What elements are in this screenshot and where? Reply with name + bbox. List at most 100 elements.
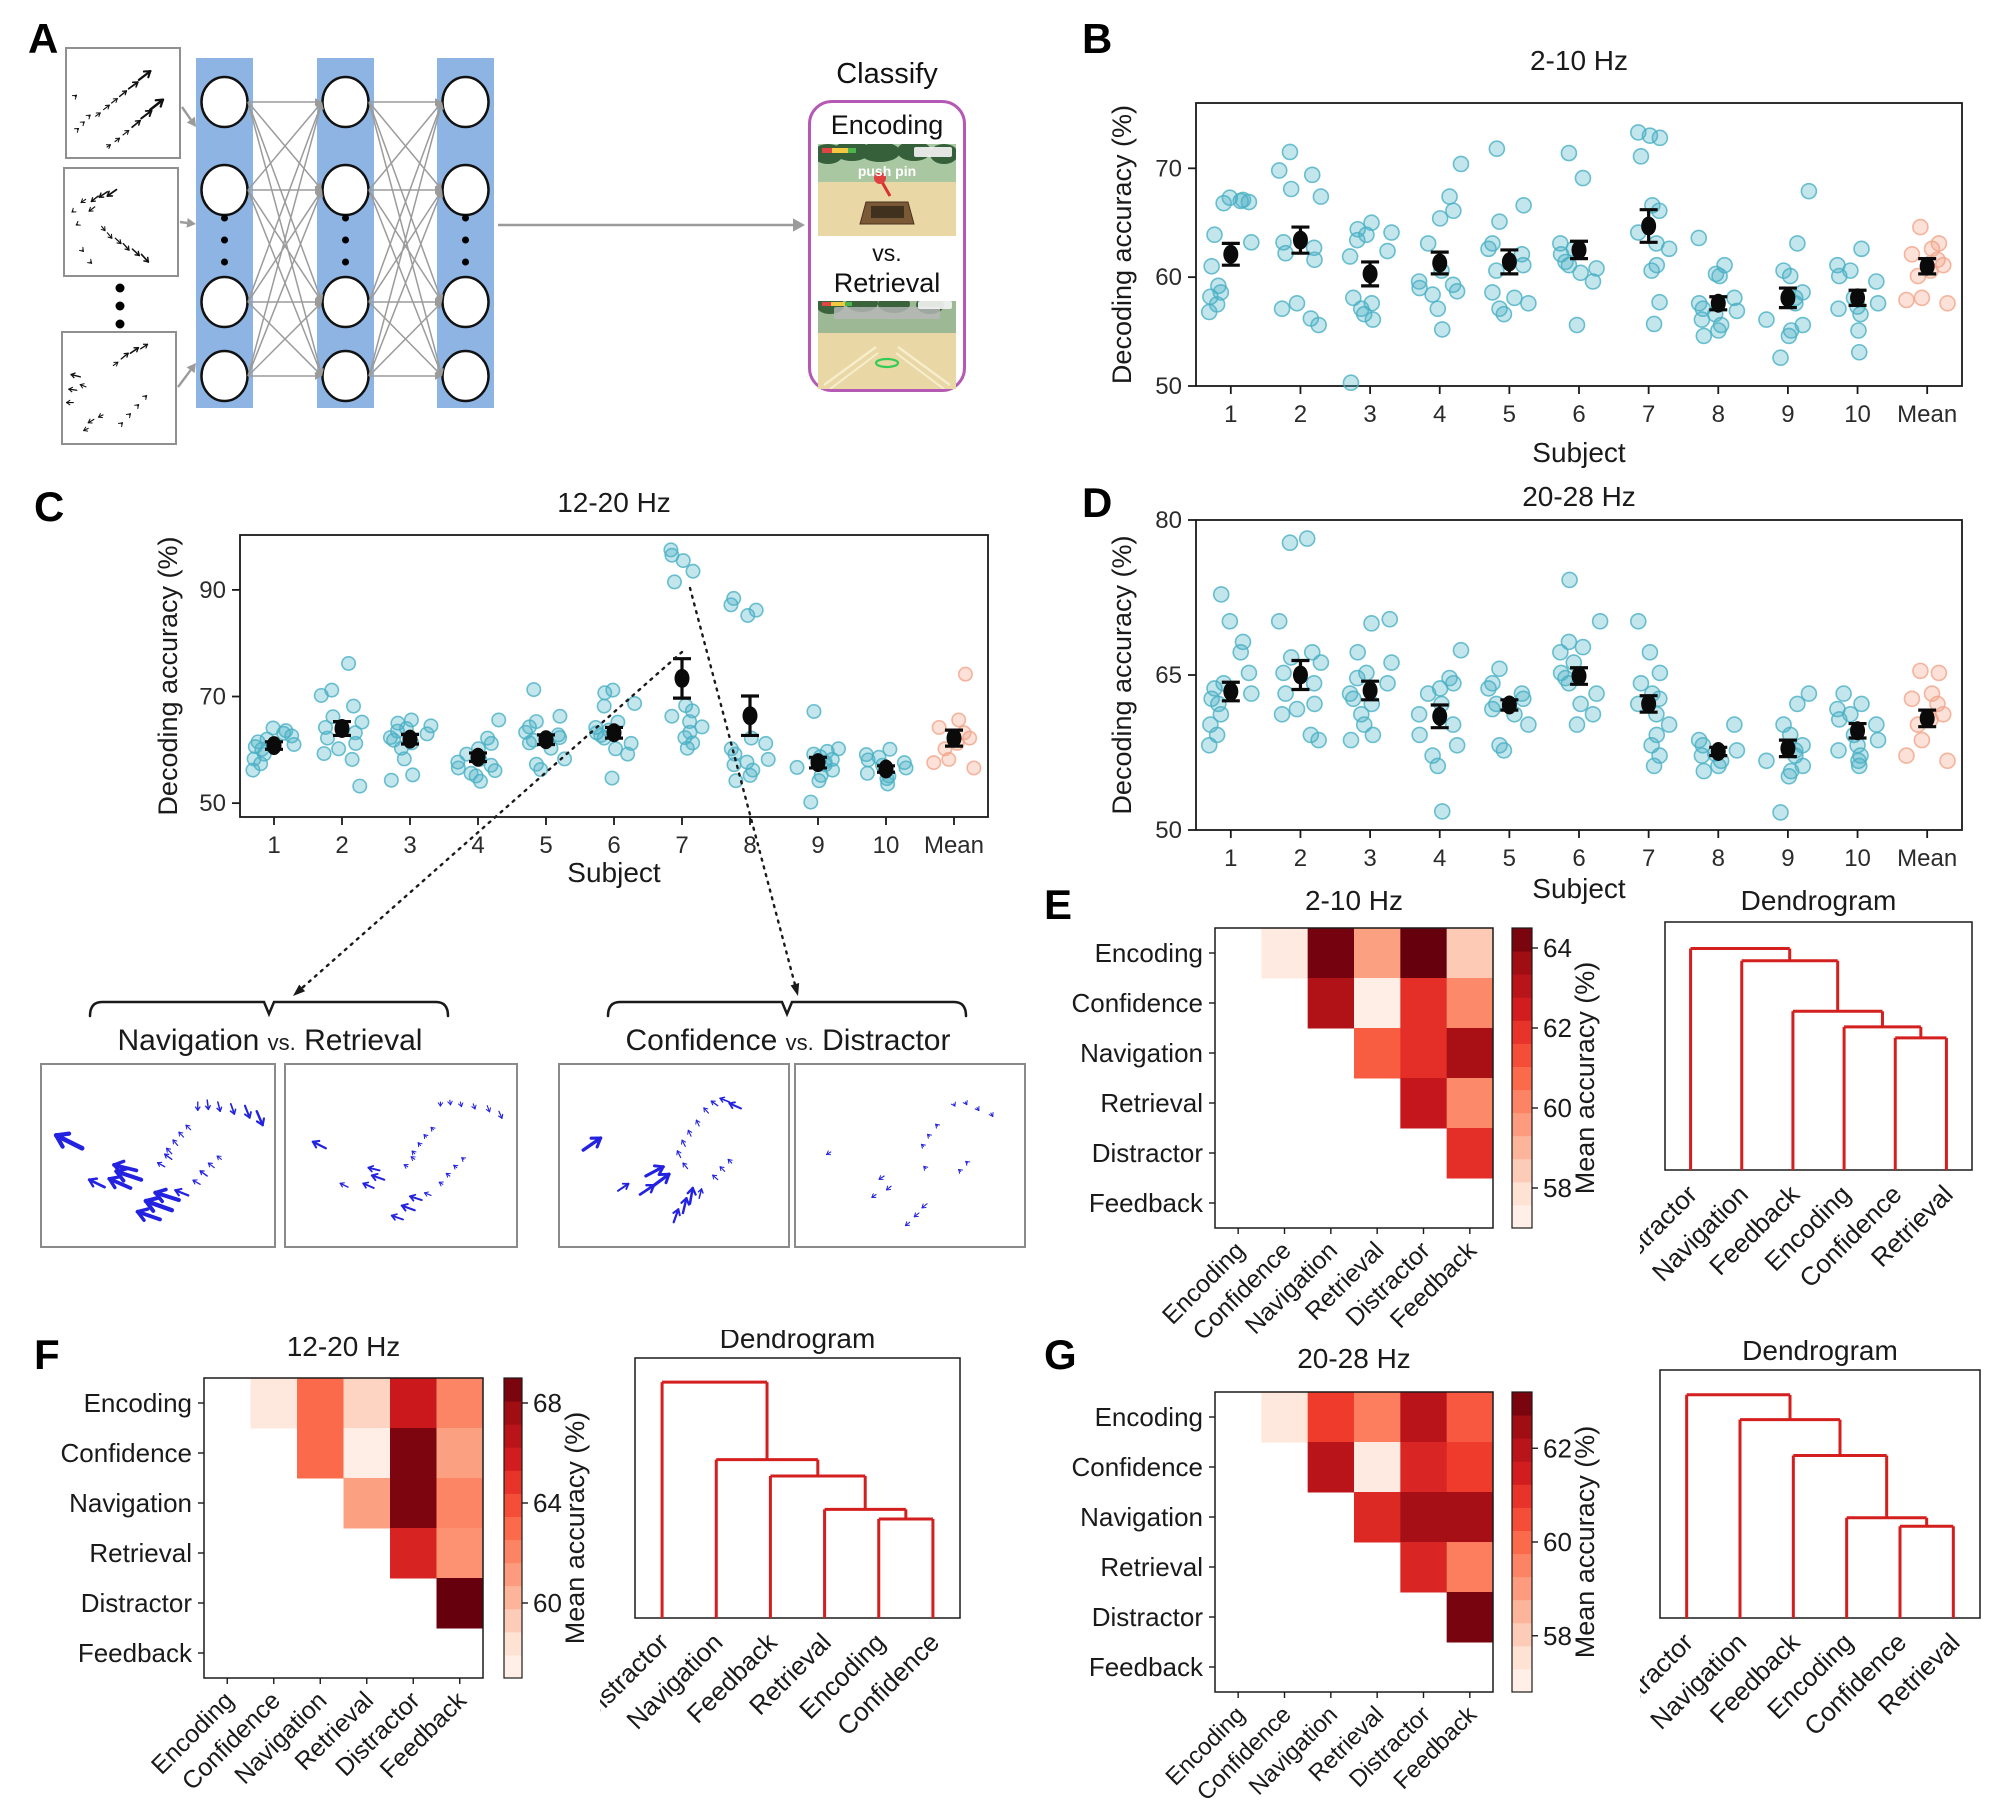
svg-text:Mean accuracy (%): Mean accuracy (%) xyxy=(560,1412,590,1645)
scatter-2-10hz: 2-10 Hz Decoding accuracy (%) 50 60 70 1 2 3 4 5 6… xyxy=(1107,45,1963,468)
svg-text:Distractor: Distractor xyxy=(1092,1138,1204,1168)
dendrogram-12-20hz: DendrogramDistractorNavigationFeedbackRe… xyxy=(600,1330,961,1741)
label-vs-right: vs. xyxy=(785,1030,814,1055)
svg-text:Navigation: Navigation xyxy=(1080,1502,1203,1532)
retrieval-task-screenshot xyxy=(818,301,956,389)
classify-box: Encoding push pin vs. Retrieval xyxy=(808,100,966,392)
panel-label-g: G xyxy=(1044,1331,1077,1378)
classify-encoding-label: Encoding xyxy=(830,110,944,140)
svg-text:Mean: Mean xyxy=(1897,401,1957,428)
panel-label-a: A xyxy=(28,15,59,62)
panel-label-c: C xyxy=(34,483,65,530)
svg-text:58: 58 xyxy=(1543,1621,1572,1651)
heatmap-20-28hz: 20-28 Hz Encoding Confidence Navigation Retr… xyxy=(1071,1343,1600,1806)
svg-text:Navigation: Navigation xyxy=(1080,1038,1203,1068)
svg-text:Mean: Mean xyxy=(1897,845,1957,872)
svg-text:68: 68 xyxy=(533,1388,562,1418)
svg-text:58: 58 xyxy=(1543,1173,1572,1203)
svg-text:8: 8 xyxy=(1712,845,1725,872)
neural-network-diagram xyxy=(61,47,805,445)
classify-vs-label: vs. xyxy=(872,239,902,266)
svg-text:Dendrogram: Dendrogram xyxy=(720,1330,876,1354)
quiver-distractor xyxy=(794,1063,1026,1248)
panel-label-b: B xyxy=(1082,15,1113,62)
svg-text:Confidence: Confidence xyxy=(1071,988,1203,1018)
svg-text:80: 80 xyxy=(1155,507,1182,534)
svg-text:9: 9 xyxy=(811,832,824,859)
svg-text:Retrieval: Retrieval xyxy=(1100,1088,1203,1118)
panel-label-e: E xyxy=(1044,881,1073,928)
svg-text:10: 10 xyxy=(1844,401,1871,428)
svg-text:3: 3 xyxy=(1363,845,1376,872)
svg-text:Dendrogram: Dendrogram xyxy=(1742,1335,1898,1366)
label-confidence: Confidence xyxy=(625,1024,778,1057)
svg-text:5: 5 xyxy=(1503,845,1516,872)
svg-text:7: 7 xyxy=(675,832,688,859)
svg-text:2: 2 xyxy=(335,832,348,859)
svg-text:12-20 Hz: 12-20 Hz xyxy=(557,487,671,518)
svg-text:Distractor: Distractor xyxy=(1092,1602,1204,1632)
svg-text:7: 7 xyxy=(1642,845,1655,872)
svg-text:2: 2 xyxy=(1294,401,1307,428)
quiver-pair-label-right: Confidence vs. Distractor xyxy=(608,1024,968,1058)
label-distractor: Distractor xyxy=(822,1024,951,1057)
dendrogram-20-28hz: DendrogramDistractorNavigationFeedbackEn… xyxy=(1640,1335,1981,1741)
svg-text:Subject: Subject xyxy=(567,857,661,888)
svg-text:Mean accuracy (%): Mean accuracy (%) xyxy=(1570,1426,1600,1659)
svg-text:9: 9 xyxy=(1781,401,1794,428)
svg-text:Navigation: Navigation xyxy=(69,1488,192,1518)
svg-text:20-28 Hz: 20-28 Hz xyxy=(1297,1343,1411,1374)
quiver-pair-label-left: Navigation vs. Retrieval xyxy=(90,1024,450,1058)
svg-text:Subject: Subject xyxy=(1532,437,1626,468)
label-retrieval: Retrieval xyxy=(304,1024,423,1057)
classify-title: Classify xyxy=(836,58,938,90)
classify-retrieval-label: Retrieval xyxy=(833,267,941,298)
svg-text:50: 50 xyxy=(199,790,226,817)
svg-text:64: 64 xyxy=(1543,933,1572,963)
svg-text:7: 7 xyxy=(1642,401,1655,428)
scatter-20-28hz: 20-28 Hz Decoding accuracy (%) 50 65 80 1 2 3 4 5… xyxy=(1107,481,1963,904)
svg-text:4: 4 xyxy=(471,832,484,859)
svg-text:Feedback: Feedback xyxy=(78,1638,193,1668)
svg-text:10: 10 xyxy=(1844,845,1871,872)
svg-text:20-28 Hz: 20-28 Hz xyxy=(1522,481,1636,512)
svg-text:Feedback: Feedback xyxy=(1089,1188,1204,1218)
label-vs-left: vs. xyxy=(267,1030,296,1055)
svg-text:64: 64 xyxy=(533,1488,562,1518)
svg-text:Confidence: Confidence xyxy=(60,1438,192,1468)
svg-text:5: 5 xyxy=(539,832,552,859)
label-navigation: Navigation xyxy=(117,1024,260,1057)
svg-text:Decoding accuracy (%): Decoding accuracy (%) xyxy=(153,536,183,815)
panel-label-d: D xyxy=(1082,479,1113,526)
svg-text:6: 6 xyxy=(1572,845,1585,872)
svg-text:3: 3 xyxy=(403,832,416,859)
encoding-task-screenshot: push pin xyxy=(818,143,956,236)
svg-text:6: 6 xyxy=(1572,401,1585,428)
heatmap-2-10hz: 2-10 Hz Encoding Confidence Navigation Retri… xyxy=(1071,885,1600,1346)
svg-text:50: 50 xyxy=(1155,373,1182,400)
svg-text:65: 65 xyxy=(1155,662,1182,689)
svg-text:8: 8 xyxy=(1712,401,1725,428)
svg-text:Decoding accuracy (%): Decoding accuracy (%) xyxy=(1107,105,1137,384)
svg-text:Encoding: Encoding xyxy=(1095,1402,1203,1432)
svg-text:Mean accuracy (%): Mean accuracy (%) xyxy=(1570,962,1600,1195)
svg-text:Encoding: Encoding xyxy=(84,1388,192,1418)
svg-text:8: 8 xyxy=(743,832,756,859)
svg-text:2-10 Hz: 2-10 Hz xyxy=(1305,885,1403,916)
svg-text:Distractor: Distractor xyxy=(81,1588,193,1618)
svg-text:1: 1 xyxy=(1224,845,1237,872)
svg-text:62: 62 xyxy=(1543,1013,1572,1043)
svg-text:push pin: push pin xyxy=(858,163,916,179)
svg-text:Retrieval: Retrieval xyxy=(1100,1552,1203,1582)
svg-text:70: 70 xyxy=(199,684,226,711)
svg-text:Confidence: Confidence xyxy=(1071,1452,1203,1482)
quiver-navigation xyxy=(40,1063,276,1248)
svg-text:Feedback: Feedback xyxy=(1089,1652,1204,1682)
svg-text:62: 62 xyxy=(1543,1433,1572,1463)
quiver-retrieval xyxy=(284,1063,518,1248)
svg-text:12-20 Hz: 12-20 Hz xyxy=(287,1331,401,1362)
quiver-confidence xyxy=(558,1063,790,1248)
svg-text:3: 3 xyxy=(1363,401,1376,428)
svg-text:60: 60 xyxy=(1543,1093,1572,1123)
svg-text:Dendrogram: Dendrogram xyxy=(1741,885,1897,916)
